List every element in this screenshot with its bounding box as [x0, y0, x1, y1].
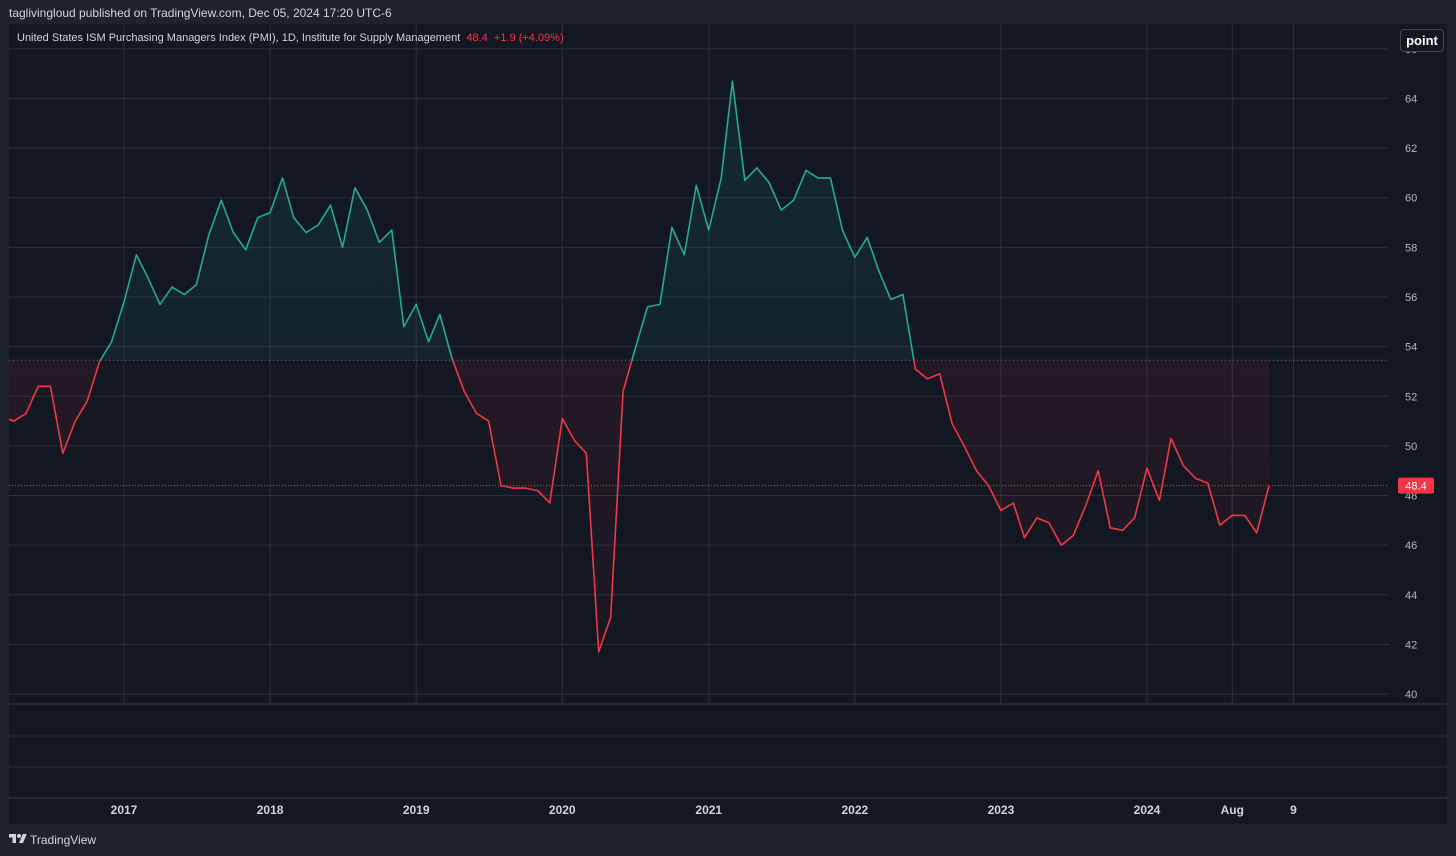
- y-tick-label: 44: [1405, 590, 1417, 602]
- last-value-badge: [1398, 477, 1434, 494]
- fill-below-baseline: [9, 360, 1270, 652]
- y-tick-label: 52: [1405, 391, 1417, 403]
- price-axis[interactable]: 404244464850525456586062646648.4: [1398, 44, 1434, 701]
- tradingview-logo-icon[interactable]: [9, 832, 27, 846]
- x-tick-label: 9: [1290, 803, 1297, 817]
- footer-bar: TradingView: [0, 824, 1456, 856]
- x-tick-label: 2024: [1134, 803, 1161, 817]
- x-tick-label: 2019: [403, 803, 430, 817]
- point-button[interactable]: point: [1400, 29, 1444, 52]
- series-line-below: [9, 360, 1270, 653]
- series-line-above: [99, 80, 915, 361]
- x-tick-label: 2021: [695, 803, 722, 817]
- pmi-chart[interactable]: 404244464850525456586062646648.4 2017201…: [9, 24, 1447, 824]
- published-text: taglivingloud published on TradingView.c…: [9, 6, 392, 20]
- x-tick-label: 2022: [841, 803, 868, 817]
- y-tick-label: 54: [1405, 342, 1417, 354]
- x-tick-label: 2017: [111, 803, 138, 817]
- last-value: 48.4: [466, 32, 488, 44]
- x-tick-label: 2018: [257, 803, 284, 817]
- symbol-title: United States ISM Purchasing Managers In…: [17, 32, 461, 44]
- baseline-fill: [9, 81, 1270, 652]
- y-tick-label: 50: [1405, 441, 1417, 453]
- price-lines: [9, 359, 1389, 487]
- change-value: +1.9 (+4.09%): [493, 32, 564, 44]
- footer-brand[interactable]: TradingView: [30, 833, 97, 847]
- y-tick-label: 58: [1405, 242, 1417, 254]
- last-value-badge-label: 48.4: [1405, 481, 1426, 493]
- publish-header: taglivingloud published on TradingView.c…: [0, 0, 1456, 24]
- y-tick-label: 46: [1405, 540, 1417, 552]
- x-tick-label: Aug: [1221, 803, 1244, 817]
- y-tick-label: 60: [1405, 193, 1417, 205]
- y-tick-label: 62: [1405, 143, 1417, 155]
- fill-above-baseline: [100, 81, 914, 361]
- x-tick-label: 2023: [988, 803, 1015, 817]
- x-tick-label: 2020: [549, 803, 576, 817]
- y-tick-label: 40: [1405, 689, 1417, 701]
- time-axis[interactable]: 2017 2018 2019 2020 2021 2022 2023 2024 Aug 9: [111, 803, 1297, 817]
- y-tick-label: 42: [1405, 639, 1417, 651]
- y-tick-label: 56: [1405, 292, 1417, 304]
- y-tick-label: 64: [1405, 93, 1417, 105]
- pmi-series: [9, 80, 1270, 653]
- symbol-legend[interactable]: United States ISM Purchasing Managers In…: [17, 32, 564, 44]
